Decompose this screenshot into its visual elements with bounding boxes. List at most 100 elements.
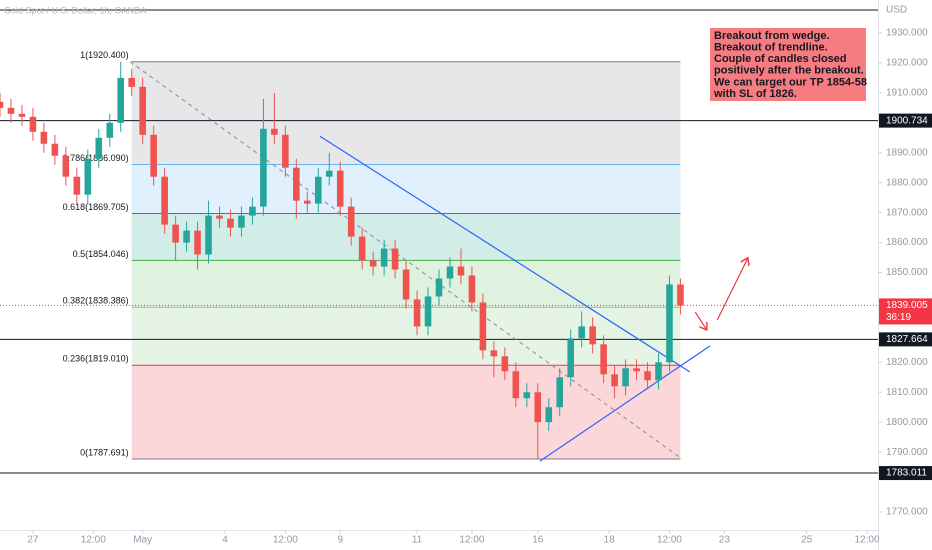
candle-body	[556, 377, 564, 408]
arrow	[694, 311, 707, 330]
y-tick-label: 1790.000	[886, 447, 928, 458]
candle-body	[512, 371, 520, 399]
candle-body	[194, 230, 201, 255]
x-tick-label: 9	[337, 535, 343, 546]
annotation-text: Breakout from wedge.	[714, 30, 830, 42]
x-tick-label: 12:00	[459, 535, 484, 546]
candle-body	[84, 158, 92, 195]
y-tick-label: 1920.000	[886, 58, 928, 69]
candle-body	[95, 137, 103, 159]
price-tag	[879, 113, 932, 128]
candle-body	[611, 374, 618, 387]
last-price-tag	[879, 298, 932, 325]
x-tick-label: 25	[801, 535, 813, 546]
candle-body	[479, 302, 487, 351]
price-tag	[879, 466, 932, 481]
candle-body	[578, 326, 585, 339]
candle-body	[655, 362, 662, 381]
y-tick-label: 1810.000	[886, 387, 928, 398]
fib-zone	[131, 213, 681, 261]
x-tick-label: 18	[604, 535, 616, 546]
candle-body	[62, 155, 70, 177]
candle-body	[73, 176, 81, 195]
y-tick-label: 1910.000	[886, 88, 928, 99]
candle-body	[117, 77, 125, 123]
candle-body	[666, 284, 673, 363]
arrow	[716, 258, 748, 321]
candle-body	[271, 128, 278, 135]
candle-body	[589, 326, 596, 345]
candle-body	[468, 275, 476, 303]
annotation-text: with SL of 1826.	[713, 88, 797, 100]
last-price-label: 1839.005	[886, 300, 928, 311]
currency: USD	[886, 5, 907, 16]
y-tick-label: 1930.000	[886, 28, 928, 39]
trendline	[539, 345, 711, 462]
countdown: 36:19	[886, 312, 911, 323]
x-tick-label: 16	[532, 535, 544, 546]
candle-body	[391, 248, 399, 270]
candle-body	[435, 278, 443, 297]
candle-body	[336, 170, 344, 207]
candle-body	[380, 248, 388, 267]
candle-body	[216, 215, 223, 219]
candle-body	[347, 206, 355, 237]
candle-body	[446, 266, 454, 279]
price-tag	[879, 332, 932, 347]
x-tick-label: 12:00	[273, 535, 298, 546]
candle-body	[369, 260, 377, 267]
candle-body	[314, 176, 322, 204]
fib-zone	[131, 164, 681, 214]
candle-body	[622, 368, 629, 387]
y-tick-label: 1770.000	[886, 507, 928, 518]
x-tick-label: 4	[222, 535, 228, 546]
fib-label: 0.236(1819.010)	[63, 354, 129, 364]
candle-body	[282, 134, 289, 168]
candle-body	[545, 407, 553, 423]
candle-body	[325, 170, 333, 177]
x-tick-label: 23	[719, 535, 731, 546]
trendline	[129, 61, 683, 460]
candle-body	[238, 215, 245, 228]
fib-label: 0(1787.691)	[80, 447, 129, 457]
candle-body	[677, 284, 684, 306]
x-tick-label: May	[133, 535, 152, 546]
y-tick-label: 1870.000	[886, 207, 928, 218]
candle-body	[150, 134, 157, 177]
candle-body	[7, 107, 15, 114]
x-tick-label: 12:00	[855, 535, 880, 546]
candle-body	[172, 224, 179, 243]
annotation-box	[710, 28, 866, 101]
candle-body	[0, 101, 4, 108]
candle-body	[249, 206, 256, 216]
annotation-text: We can target our TP 1854-58	[714, 76, 867, 88]
candle-body	[293, 167, 300, 201]
candle-body	[633, 368, 640, 372]
candle-body	[29, 116, 37, 132]
fib-label: 1(1920.400)	[80, 50, 129, 60]
candle-body	[304, 200, 311, 204]
y-tick-label: 1800.000	[886, 417, 928, 428]
y-tick-label: 1880.000	[886, 177, 928, 188]
candle-body	[567, 338, 574, 378]
fib-zone	[131, 307, 681, 366]
candle-body	[600, 344, 607, 375]
fib-label: 0.5(1854.046)	[73, 249, 129, 259]
candle-body	[40, 131, 48, 144]
candle-body	[457, 266, 465, 276]
candle-body	[490, 350, 498, 357]
fib-label: 0.382(1838.386)	[63, 296, 129, 306]
x-tick-label: 12:00	[657, 535, 682, 546]
candle-body	[106, 122, 114, 138]
candle-body	[227, 218, 234, 228]
candle-body	[402, 269, 410, 300]
candle-body	[534, 392, 542, 423]
y-tick-label: 1890.000	[886, 147, 928, 158]
candle-body	[644, 371, 651, 381]
candle-body	[205, 215, 212, 255]
y-tick-label: 1820.000	[886, 357, 928, 368]
y-tick-label: 1850.000	[886, 267, 928, 278]
annotation-text: positively after the breakout.	[714, 65, 864, 77]
fib-zone	[131, 61, 681, 165]
